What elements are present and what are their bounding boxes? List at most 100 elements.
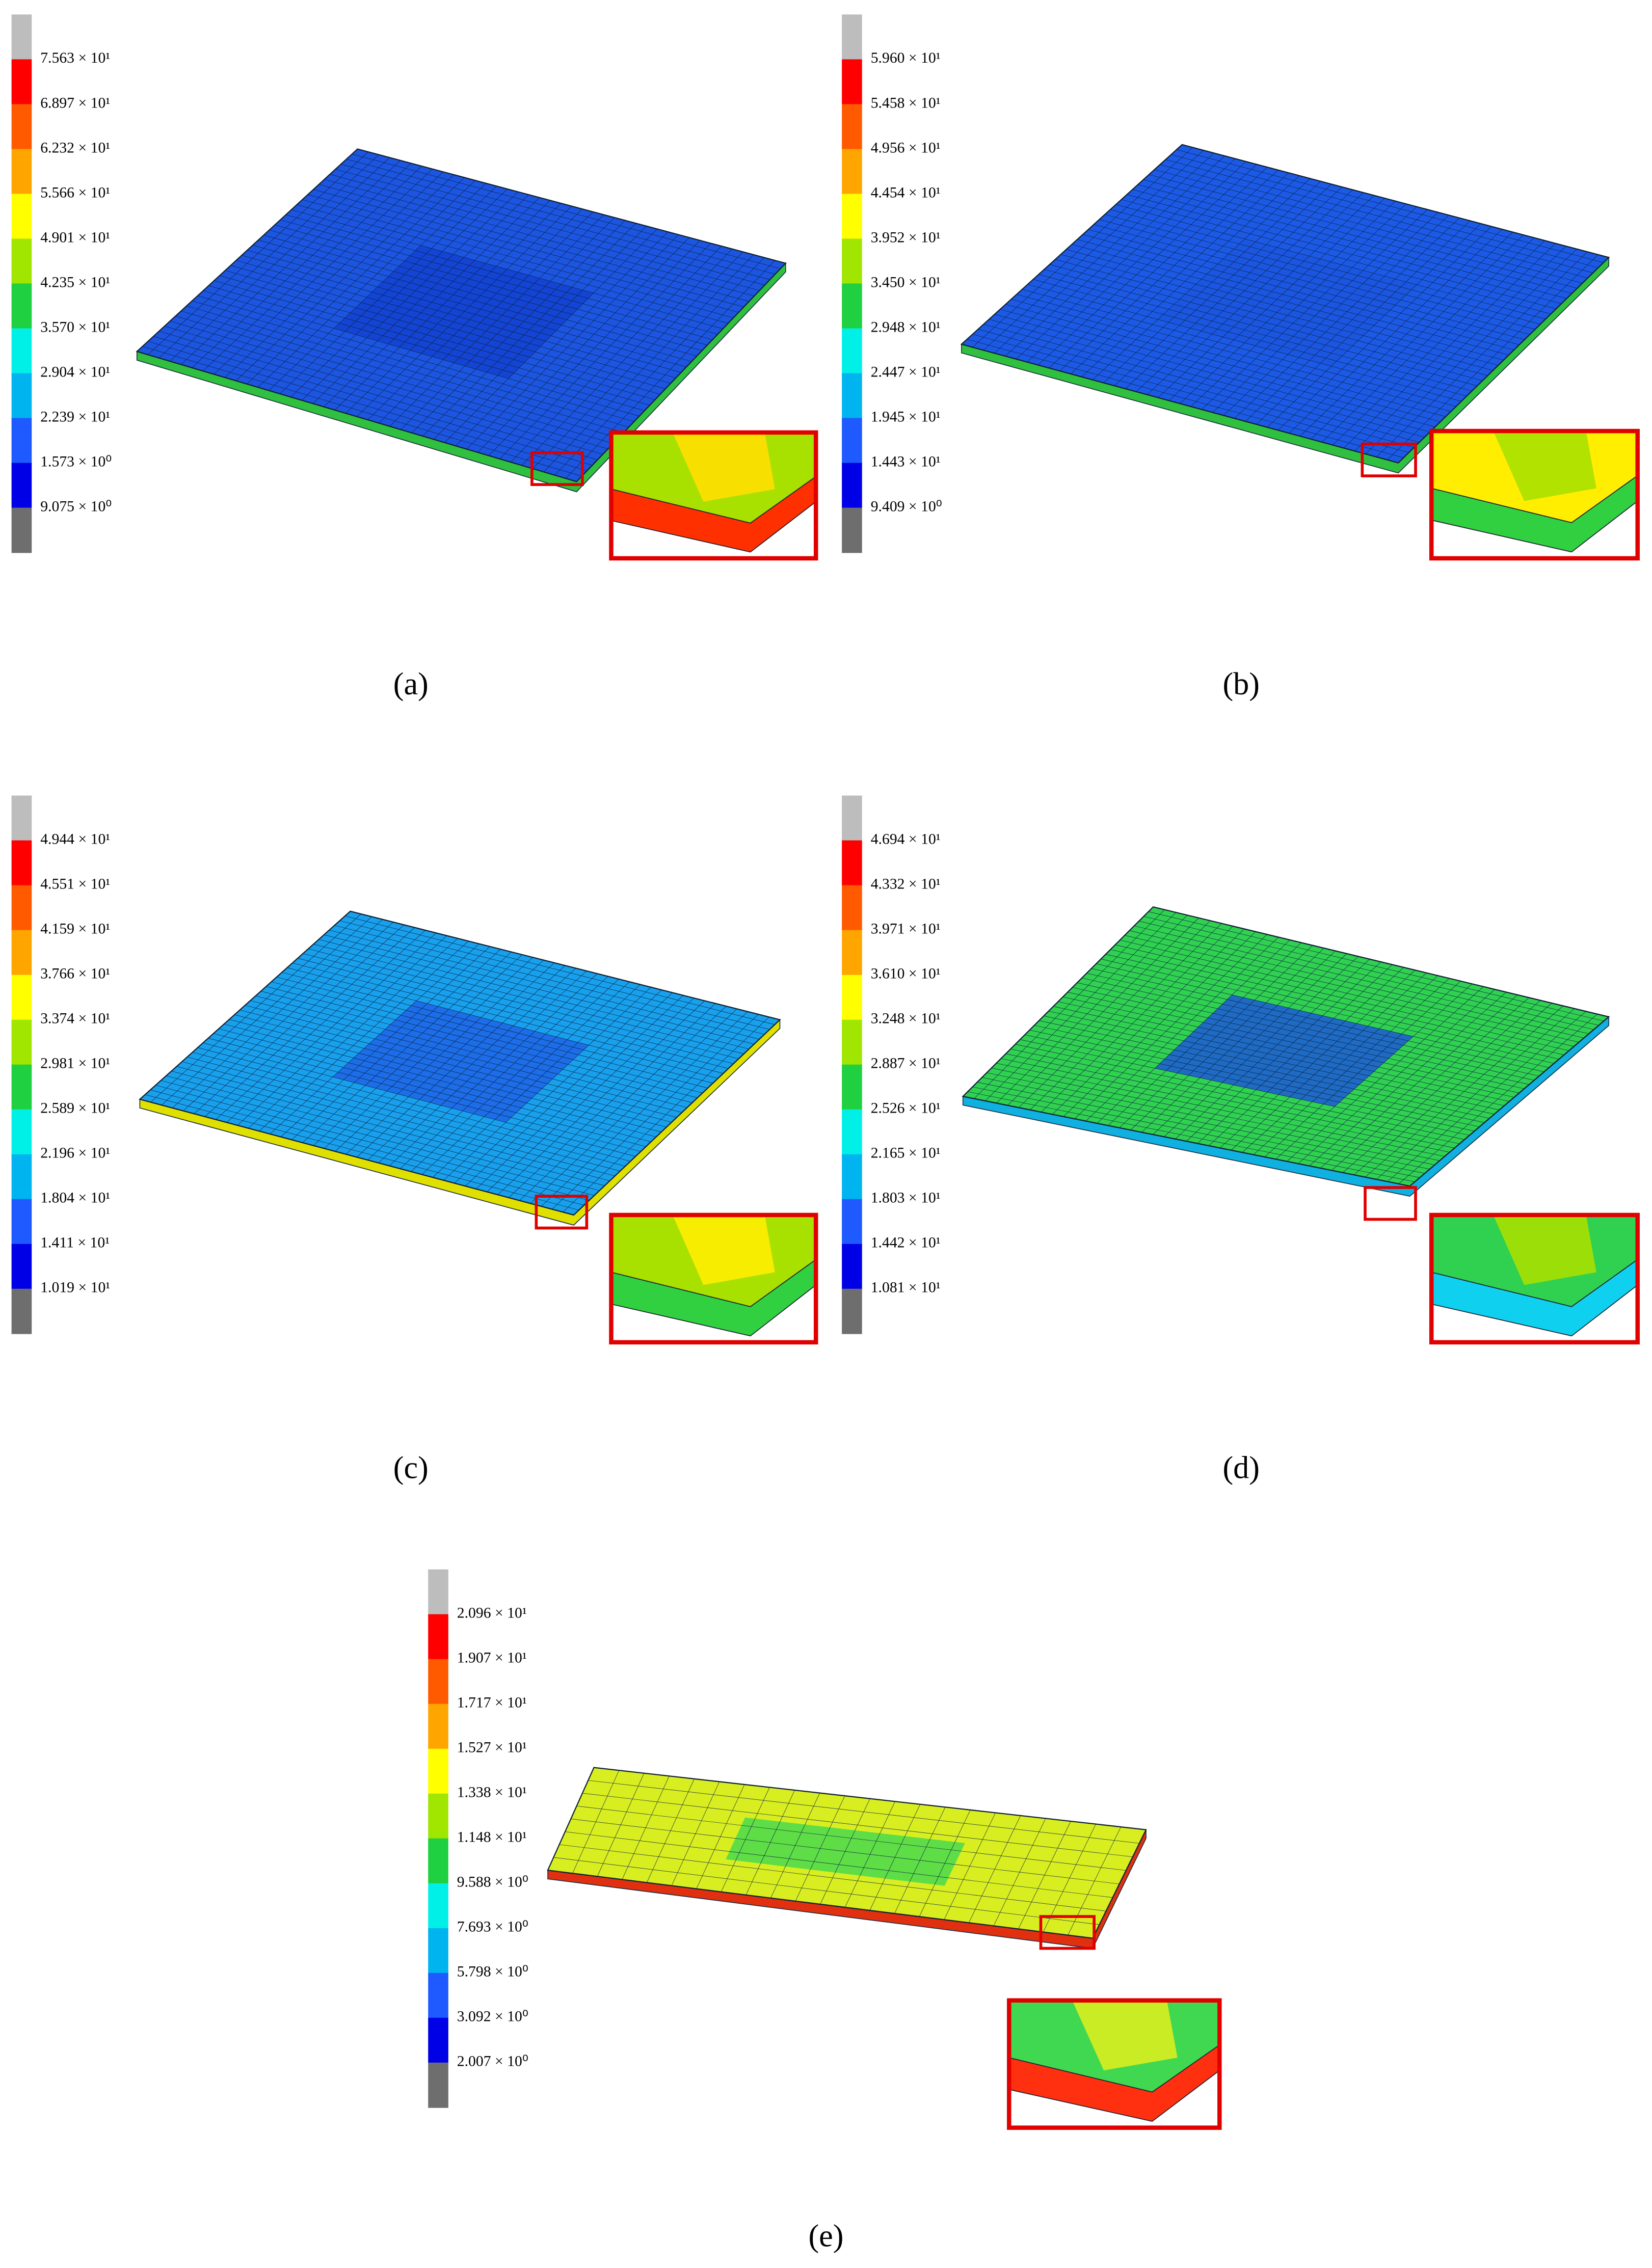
mesh-line [181, 1061, 615, 1176]
legend-band [428, 1793, 448, 1839]
legend-label: 2.007 × 10⁰ [457, 2053, 528, 2070]
panel-label: (e) [808, 2218, 843, 2253]
mesh-line [280, 220, 713, 340]
zoom-inset [1007, 1998, 1222, 2130]
legend-band [428, 1883, 448, 1929]
mesh-line [559, 1844, 1106, 1911]
mesh-line [334, 925, 765, 1035]
mesh-line [287, 967, 718, 1079]
legend-label: 9.075 × 10⁰ [40, 498, 112, 515]
legend-label: 1.907 × 10¹ [457, 1649, 527, 1666]
mesh-line [335, 169, 765, 285]
mesh-line [285, 214, 718, 335]
legend-label: 2.981 × 10¹ [40, 1055, 110, 1072]
mesh-line [255, 995, 687, 1108]
mesh-line [1105, 954, 1559, 1060]
mesh-line [234, 1014, 667, 1127]
legend-label: 3.570 × 10¹ [40, 318, 110, 335]
legend-label: 2.526 × 10¹ [871, 1100, 941, 1117]
legend-label: 1.573 × 10⁰ [40, 453, 112, 470]
contour-region [726, 1817, 965, 1886]
legend-band [842, 1154, 862, 1200]
mesh-line [1132, 189, 1562, 304]
legend-band [842, 328, 862, 374]
zoom-inset [1429, 1212, 1640, 1345]
legend-band [842, 885, 862, 931]
legend-band [842, 373, 862, 419]
mesh-line [150, 1090, 584, 1206]
legend-label: 4.235 × 10¹ [40, 274, 110, 290]
legend-band [11, 840, 32, 886]
legend-label: 1.019 × 10¹ [40, 1279, 110, 1296]
legend-band [11, 795, 32, 841]
mesh-line [1011, 299, 1446, 417]
mesh-line [260, 991, 692, 1103]
legend-band [428, 1614, 448, 1660]
legend-band [11, 104, 32, 150]
mesh-line [1038, 274, 1472, 391]
legend-label: 5.798 × 10⁰ [457, 1963, 528, 1980]
panel-label: (a) [393, 666, 429, 701]
legend-band [11, 373, 32, 419]
mesh-line [1110, 209, 1540, 325]
mesh-line [1094, 224, 1525, 340]
legend-label: 2.948 × 10¹ [871, 318, 941, 335]
mesh-line [308, 949, 739, 1059]
mesh-line [1082, 234, 1514, 350]
mesh-line [1082, 978, 1534, 1081]
mesh-line [983, 324, 1420, 443]
mesh-line [313, 943, 744, 1055]
mesh-line [1143, 179, 1572, 294]
zoom-inset [609, 1212, 818, 1345]
mesh-line [252, 245, 687, 367]
mesh-line [203, 290, 640, 417]
mesh-line [1072, 244, 1504, 361]
legend-label: 1.717 × 10¹ [457, 1694, 527, 1711]
legend-band [842, 930, 862, 976]
legend-label: 2.589 × 10¹ [40, 1100, 110, 1117]
mesh-line [308, 194, 739, 313]
inset-blob [672, 1215, 775, 1285]
legend-band [11, 194, 32, 239]
inset-blob [1493, 1215, 1596, 1285]
mesh-line [318, 939, 749, 1049]
legend-band [428, 1748, 448, 1794]
mesh-line [1149, 174, 1578, 289]
panel-label: (b) [1222, 666, 1260, 701]
mesh-line [1022, 289, 1456, 407]
mesh-line [1148, 911, 1604, 1021]
mesh-line [142, 346, 582, 477]
mesh-line [991, 1068, 1440, 1161]
mesh-line [1077, 982, 1530, 1085]
legend-band [842, 1244, 862, 1289]
mesh-line [176, 1066, 610, 1181]
mesh-line [230, 265, 666, 389]
mesh-line [1138, 184, 1567, 299]
mesh-line [186, 306, 624, 433]
legend-band [11, 1019, 32, 1065]
mesh-line [166, 1075, 600, 1191]
legend-label: 7.563 × 10¹ [40, 49, 110, 66]
legend-band [11, 885, 32, 931]
mesh-line [266, 986, 698, 1098]
mesh-line [967, 339, 1404, 458]
legend-band [11, 283, 32, 329]
legend-band [842, 463, 862, 508]
mesh-line [1105, 214, 1535, 330]
mesh-line [1077, 239, 1509, 356]
mesh-line [1025, 1034, 1475, 1131]
mesh-line [1120, 939, 1574, 1047]
mesh-line [175, 316, 614, 444]
mesh-line [1110, 949, 1564, 1056]
legend-label: 5.458 × 10¹ [871, 94, 941, 111]
zoom-box [1361, 442, 1417, 477]
mesh-line [968, 1091, 1415, 1182]
zoom-inset [609, 430, 818, 561]
mesh-line [219, 1029, 651, 1142]
zoom-box [1364, 1186, 1417, 1221]
mesh-line [258, 239, 692, 362]
mesh-line [1027, 284, 1462, 401]
mesh-line [324, 179, 755, 296]
legend-label: 9.409 × 10⁰ [871, 498, 942, 515]
